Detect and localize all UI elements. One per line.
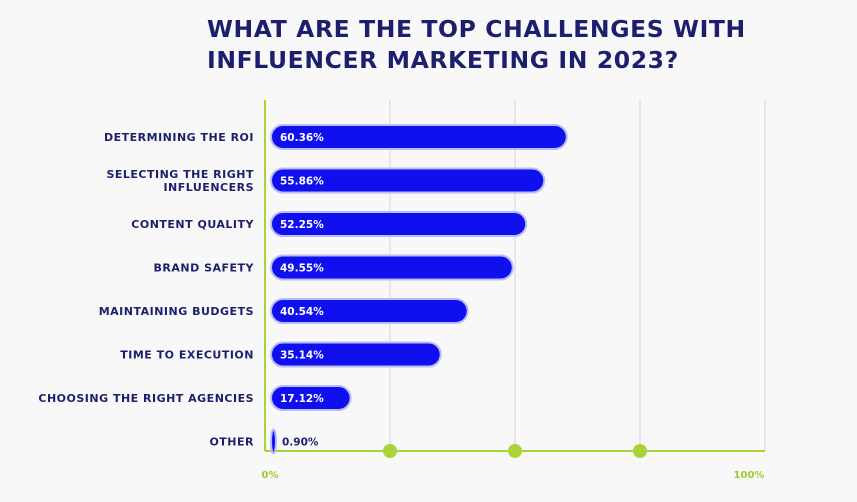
bar-value-label-7: 0.90%	[282, 437, 319, 449]
category-label-7: OTHER	[209, 436, 254, 449]
x-tick-marker-75	[633, 444, 647, 458]
bar-value-label-3: 49.55%	[280, 263, 324, 275]
bar-4	[270, 298, 469, 324]
category-label-7-line-0: OTHER	[209, 436, 254, 449]
bar-0	[270, 124, 568, 150]
x-tick-marker-50	[508, 444, 522, 458]
category-label-5: TIME TO EXECUTION	[120, 349, 254, 362]
category-label-5-line-0: TIME TO EXECUTION	[120, 349, 254, 362]
category-label-0-line-0: DETERMINING THE ROI	[104, 131, 254, 144]
bar-6	[270, 385, 352, 411]
bar-3	[270, 254, 514, 281]
category-label-2-line-0: CONTENT QUALITY	[131, 218, 254, 231]
bar-value-label-2: 52.25%	[280, 219, 324, 231]
chart-title-line-2: INFLUENCER MARKETING IN 2023?	[207, 46, 679, 74]
bar-value-label-0: 60.36%	[280, 132, 324, 144]
bar-7	[270, 428, 277, 455]
category-label-3: BRAND SAFETY	[154, 262, 255, 275]
bar-2	[270, 211, 528, 237]
bar-value-label-6: 17.12%	[280, 393, 324, 405]
chart-title: WHAT ARE THE TOP CHALLENGES WITH INFLUEN…	[207, 14, 827, 76]
category-label-0: DETERMINING THE ROI	[104, 131, 254, 144]
category-label-2: CONTENT QUALITY	[131, 218, 254, 231]
x-tick-label-0: 0%	[262, 470, 279, 481]
category-label-4-line-0: MAINTAINING BUDGETS	[99, 305, 254, 318]
bar-value-label-4: 40.54%	[280, 306, 324, 318]
category-label-6-line-0: CHOOSING THE RIGHT AGENCIES	[38, 392, 254, 405]
bar-value-label-1: 55.86%	[280, 176, 324, 188]
category-label-1-line-1: INFLUENCERS	[163, 181, 254, 194]
category-label-4: MAINTAINING BUDGETS	[99, 305, 254, 318]
bar-1	[270, 167, 546, 194]
category-label-6: CHOOSING THE RIGHT AGENCIES	[38, 392, 254, 405]
category-label-1: SELECTING THE RIGHT INFLUENCERS	[106, 168, 254, 194]
bar-value-label-5: 35.14%	[280, 350, 324, 362]
x-tick-label-100: 100%	[734, 470, 765, 481]
x-tick-marker-25	[383, 444, 397, 458]
bar-5	[270, 341, 442, 368]
category-label-1-line-0: SELECTING THE RIGHT	[106, 168, 254, 181]
category-label-3-line-0: BRAND SAFETY	[154, 262, 255, 275]
chart-title-line-1: WHAT ARE THE TOP CHALLENGES WITH	[207, 15, 746, 43]
